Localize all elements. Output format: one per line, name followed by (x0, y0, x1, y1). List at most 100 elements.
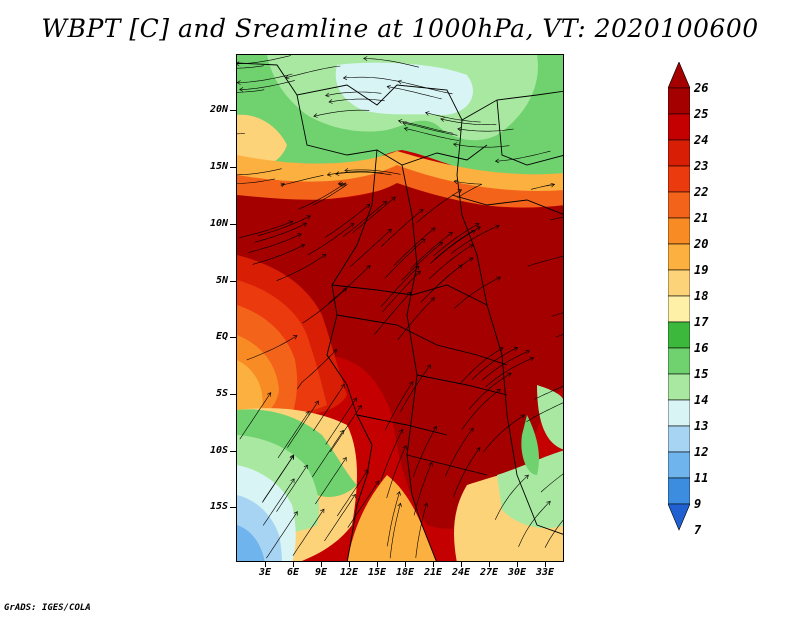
streamline (526, 402, 563, 422)
streamline (280, 174, 324, 186)
streamline-arrow (476, 447, 481, 452)
zone-15 (335, 62, 473, 115)
streamline (248, 233, 302, 253)
streamline (276, 464, 308, 512)
zone-20-west (237, 360, 263, 415)
colorbar-bottom-arrow (668, 503, 690, 531)
streamline (253, 222, 307, 243)
streamline (302, 288, 347, 324)
streamline (402, 122, 458, 136)
lon-tick (293, 562, 294, 567)
streamline (413, 462, 433, 516)
streamline (343, 76, 400, 82)
streamline-arrow (339, 429, 344, 435)
lon-tick (377, 562, 378, 567)
zone-13-south (237, 525, 265, 561)
streamline (292, 508, 325, 556)
streamline (495, 150, 551, 162)
streamline-arrow (237, 61, 240, 67)
streamline-arrow (339, 182, 344, 187)
lon-tick (349, 562, 350, 567)
lat-label: 20N (209, 104, 228, 115)
streamline-arrow (293, 511, 298, 516)
streamline (336, 469, 369, 517)
streamline-arrow (453, 179, 458, 185)
streamline-arrow (397, 502, 402, 508)
colorbar-label: 12 (694, 445, 709, 459)
colorbar-label: 13 (694, 419, 709, 433)
lon-label: 6E (286, 567, 300, 578)
streamline-arrow (363, 56, 368, 61)
lon-label: 24E (451, 567, 471, 578)
colorbar-label: 22 (694, 185, 709, 199)
streamline (363, 58, 419, 68)
streamline (401, 242, 443, 281)
streamline (313, 384, 345, 432)
colorbar-segment (668, 451, 690, 479)
streamline (453, 276, 501, 309)
streamline (328, 98, 385, 103)
lon-label: 27E (479, 567, 499, 578)
streamline-arrow (468, 257, 474, 262)
streamline (397, 297, 435, 341)
lon-tick (321, 562, 322, 567)
lon-tick (405, 562, 406, 567)
streamline (352, 196, 396, 234)
streamline-arrow (340, 383, 345, 389)
streamline (262, 478, 295, 526)
colorbar-label: 20 (694, 237, 709, 251)
streamline (237, 73, 293, 83)
streamline (412, 426, 437, 478)
streamline (349, 229, 392, 268)
streamline-arrow (314, 400, 319, 406)
streamline-arrow (313, 113, 318, 118)
streamline (384, 381, 414, 431)
lon-label: 15E (367, 567, 387, 578)
streamline-arrow (325, 92, 330, 98)
streamline (246, 335, 298, 361)
streamline (277, 411, 310, 459)
streamline (239, 392, 272, 440)
streamline-arrow (328, 99, 333, 104)
zone-17-south (237, 409, 357, 497)
credit-text: GrADS: IGES/COLA (4, 603, 91, 613)
colorbar-segment (668, 347, 690, 375)
streamline (386, 445, 407, 499)
lon-tick (545, 562, 546, 567)
streamline-arrow (342, 457, 347, 462)
chart-title: WBPT [C] and Sreamline at 1000hPa, VT: 2… (41, 14, 759, 43)
streamline-arrow (391, 196, 396, 201)
colorbar-label: 23 (694, 159, 709, 173)
streamline (312, 430, 344, 478)
colorbar-label: 21 (694, 211, 709, 225)
streamline (237, 89, 265, 93)
colorbar-segment (668, 243, 690, 271)
country-borders (237, 62, 563, 561)
streamline (297, 184, 344, 210)
lat-tick (230, 394, 236, 395)
lat-tick (230, 167, 236, 168)
streamline (398, 120, 454, 134)
wbpt-field-map (237, 55, 563, 561)
map-panel[interactable] (236, 54, 564, 562)
colorbar-label: 7 (694, 523, 702, 537)
streamline-arrow (453, 142, 458, 147)
streamline (393, 227, 436, 266)
lat-label: 5S (215, 388, 228, 399)
streamline-arrow (375, 480, 380, 486)
colorbar-label: 25 (694, 107, 709, 121)
streamline (239, 80, 295, 90)
lat-label: 5N (215, 275, 228, 286)
streamline-arrow (387, 228, 392, 234)
streamline (485, 357, 534, 387)
streamline-arrow (288, 220, 294, 225)
streamline-arrow (357, 404, 362, 410)
streamline (460, 347, 504, 384)
streamline (429, 257, 474, 294)
colorbar-label: 9 (694, 497, 702, 511)
streamline-arrow (267, 392, 272, 397)
streamline-arrow (428, 461, 433, 467)
streamline-arrow (303, 464, 308, 470)
streamline-arrow (426, 364, 431, 369)
streamline-arrow (302, 222, 308, 227)
